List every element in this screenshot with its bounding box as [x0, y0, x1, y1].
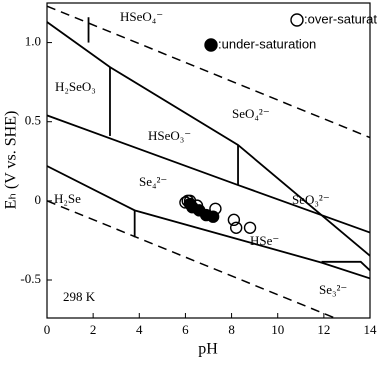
data-point: [231, 222, 242, 233]
x-tick-label: 14: [364, 322, 377, 337]
region-label: Se₃²⁻: [319, 282, 347, 297]
x-tick-label: 0: [44, 322, 51, 337]
region-label: 298 K: [63, 289, 96, 304]
x-axis-label: pH: [198, 341, 218, 358]
region-label: H₂SeO₃: [55, 79, 96, 94]
legend-label: :over-saturation: [304, 11, 377, 26]
legend-marker: [205, 39, 217, 51]
region-label: Se₄²⁻: [139, 174, 167, 189]
x-tick-label: 2: [90, 322, 97, 337]
data-point: [228, 214, 239, 225]
legend-marker: [291, 14, 303, 26]
region-label: HSeO₄⁻: [120, 9, 163, 24]
x-tick-label: 10: [271, 322, 284, 337]
x-tick-label: 6: [182, 322, 189, 337]
y-tick-label: 1.0: [25, 34, 41, 49]
x-tick-label: 12: [317, 322, 330, 337]
y-axis-label: Eₕ (V vs. SHE): [3, 111, 20, 210]
region-label: SeO₄²⁻: [232, 106, 270, 121]
region-label: SeO₃²⁻: [292, 192, 330, 207]
data-point: [245, 222, 256, 233]
x-tick-label: 4: [136, 322, 143, 337]
region-label: HSe⁻: [250, 233, 279, 248]
data-point: [208, 211, 219, 222]
y-tick-label: 0: [35, 192, 42, 207]
boundary-line: [322, 262, 370, 271]
region-label: H₂Se: [54, 191, 81, 206]
x-tick-label: 8: [228, 322, 235, 337]
legend-label: :under-saturation: [218, 36, 316, 51]
y-tick-label: -0.5: [20, 271, 41, 286]
region-label: HSeO₃⁻: [148, 128, 191, 143]
y-tick-label: 0.5: [25, 113, 41, 128]
